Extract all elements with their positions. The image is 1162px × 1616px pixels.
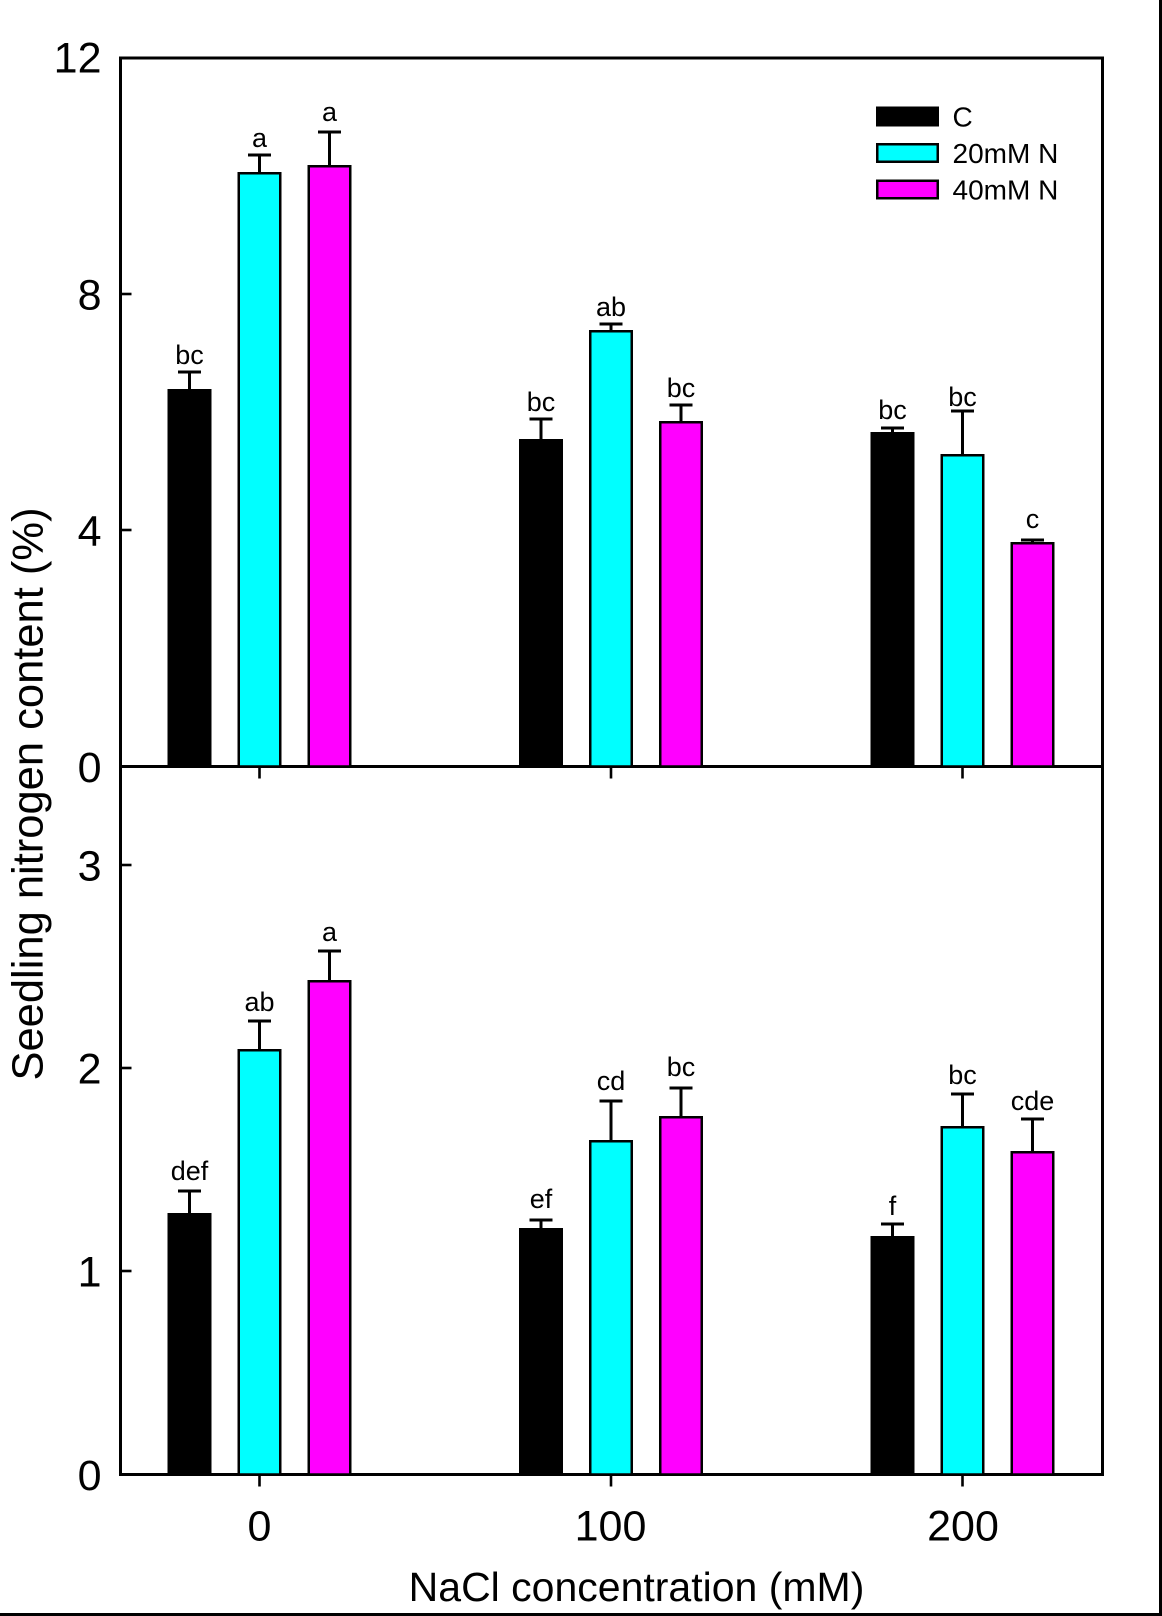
svg-text:bc: bc — [667, 1052, 696, 1082]
svg-text:def: def — [171, 1156, 209, 1186]
svg-text:ab: ab — [244, 987, 274, 1017]
svg-text:bc: bc — [948, 1060, 977, 1090]
svg-text:cd: cd — [597, 1066, 626, 1096]
svg-text:ab: ab — [596, 292, 626, 322]
svg-text:0: 0 — [248, 1503, 272, 1551]
svg-text:NaCl concentration (mM): NaCl concentration (mM) — [409, 1564, 865, 1610]
svg-text:2: 2 — [78, 1045, 102, 1093]
svg-text:a: a — [322, 917, 338, 947]
svg-text:0: 0 — [78, 744, 102, 792]
svg-text:3: 3 — [78, 842, 102, 890]
svg-text:100: 100 — [575, 1503, 647, 1551]
svg-text:40mM N: 40mM N — [953, 174, 1059, 205]
svg-text:20mM N: 20mM N — [953, 138, 1059, 169]
svg-text:bc: bc — [948, 382, 977, 412]
svg-text:bc: bc — [527, 387, 556, 417]
svg-text:bc: bc — [175, 340, 204, 370]
svg-text:cde: cde — [1011, 1086, 1055, 1116]
svg-text:c: c — [1026, 504, 1040, 534]
svg-text:8: 8 — [78, 271, 102, 319]
svg-text:ef: ef — [530, 1184, 553, 1214]
svg-text:12: 12 — [54, 34, 102, 82]
svg-text:f: f — [889, 1191, 897, 1221]
svg-text:a: a — [252, 123, 268, 153]
svg-text:1: 1 — [78, 1248, 102, 1296]
svg-text:a: a — [322, 97, 338, 127]
svg-text:bc: bc — [878, 395, 907, 425]
svg-text:Seedling nitrogen content (%): Seedling nitrogen content (%) — [5, 507, 53, 1080]
svg-text:200: 200 — [927, 1503, 999, 1551]
svg-text:0: 0 — [78, 1452, 102, 1500]
svg-text:C: C — [953, 101, 973, 132]
svg-text:bc: bc — [667, 373, 696, 403]
svg-text:4: 4 — [78, 507, 102, 555]
